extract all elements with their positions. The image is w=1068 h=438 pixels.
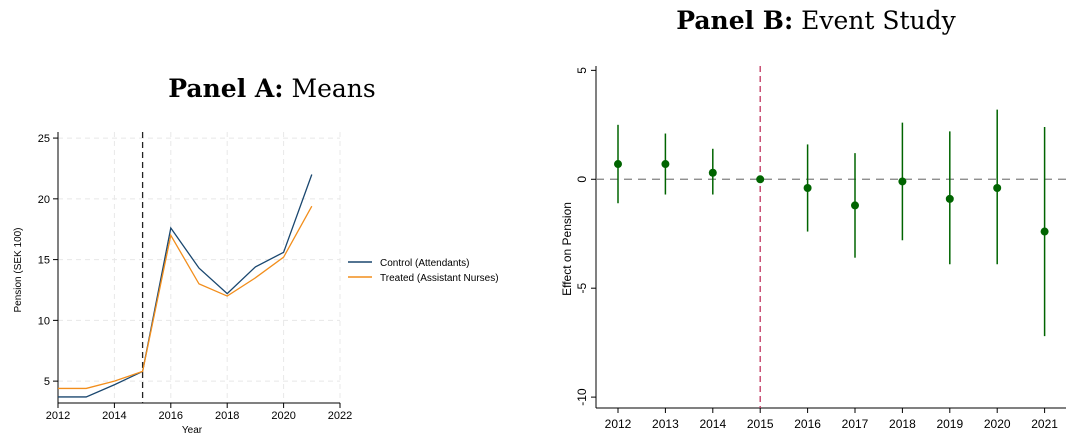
y-tick-label: 25	[38, 133, 50, 145]
panel-a-title: Panel A: Means	[168, 74, 375, 103]
series-line-control	[58, 174, 313, 398]
x-tick-label: 2014	[699, 417, 726, 431]
panel-b-title: Panel B: Event Study	[676, 6, 956, 35]
x-tick-label: 2017	[842, 417, 869, 431]
estimate-point	[661, 160, 670, 169]
estimate-point	[1040, 227, 1049, 236]
x-tick-label: 2020	[984, 417, 1011, 431]
panel-a-legend: Control (Attendants) Treated (Assistant N…	[348, 258, 499, 284]
panel-a-xlabel: Year	[182, 425, 203, 436]
x-tick-label: 2021	[1031, 417, 1058, 431]
legend-label: Treated (Assistant Nurses)	[380, 273, 499, 284]
y-tick-label: 20	[38, 194, 50, 206]
panel-b-plot: 5 0 -5 -10 2012 2013 2014 2015 2016 2017 2018 2019 2…	[575, 66, 1066, 431]
estimate-point	[851, 201, 859, 210]
y-tick-label: 10	[38, 315, 50, 327]
y-tick-label: 15	[38, 255, 50, 267]
y-tick-label: 5	[575, 67, 589, 74]
y-tick-label: -10	[575, 388, 589, 406]
estimate-point	[945, 194, 954, 203]
panel-a-ylabel: Pension (SEK 100)	[13, 227, 24, 312]
panel-b-ylabel: Effect on Pension	[560, 202, 574, 296]
x-tick-label: 2014	[102, 410, 126, 422]
x-tick-label: 2016	[794, 417, 821, 431]
x-tick-label: 2013	[652, 417, 679, 431]
x-tick-label: 2018	[889, 417, 916, 431]
estimate-point	[708, 168, 717, 177]
y-tick-label: 0	[575, 176, 589, 183]
estimate-point	[614, 160, 622, 169]
estimate-point	[993, 183, 1002, 192]
x-tick-label: 2012	[605, 417, 632, 431]
x-tick-label: 2020	[271, 410, 295, 422]
series-line-treated	[58, 205, 313, 390]
estimate-point	[803, 183, 812, 192]
x-tick-label: 2012	[46, 410, 70, 422]
x-tick-label: 2016	[159, 410, 183, 422]
x-tick-label: 2018	[215, 410, 239, 422]
estimate-point	[898, 177, 907, 186]
x-tick-label: 2022	[328, 410, 352, 422]
x-tick-label: 2015	[747, 417, 774, 431]
legend-label: Control (Attendants)	[380, 258, 470, 269]
y-tick-label: -5	[575, 283, 589, 294]
panel-a-plot: 5 10 15 20 25 2012 2014 2016 2018 2020 2022	[38, 132, 352, 422]
x-tick-label: 2019	[936, 417, 963, 431]
y-tick-label: 5	[44, 376, 50, 388]
estimate-point	[756, 175, 765, 184]
